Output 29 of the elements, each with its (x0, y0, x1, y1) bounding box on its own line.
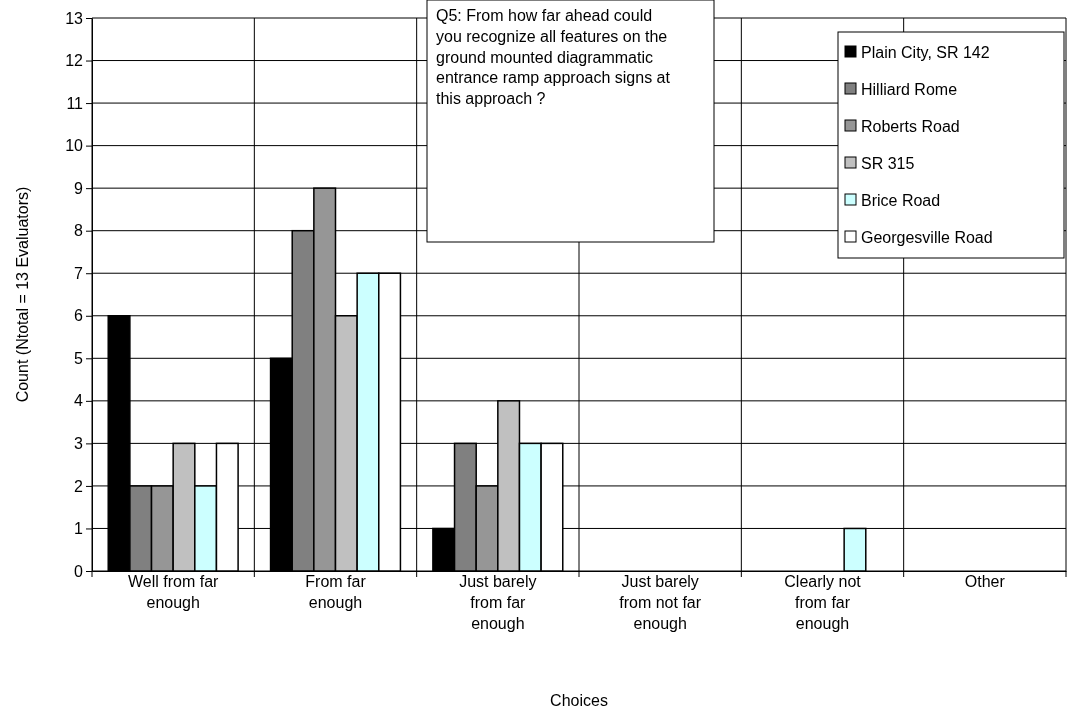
y-tick-label: 1 (74, 520, 84, 538)
y-tick-label: 6 (74, 307, 84, 325)
x-tick-label: From far enough (305, 573, 367, 611)
x-axis-title: Choices (550, 692, 608, 709)
legend-label: Brice Road (861, 192, 941, 209)
legend-label: Georgesville Road (861, 229, 993, 246)
y-axis-title: Count (Ntotal = 13 Evaluators) (14, 186, 31, 403)
y-tick-label: 0 (74, 562, 84, 580)
y-tick-label: 5 (74, 349, 84, 367)
y-tick-label: 11 (66, 94, 84, 112)
legend-label: SR 315 (861, 155, 915, 172)
y-tick-label: 7 (74, 264, 84, 282)
y-tick-label: 8 (74, 222, 84, 240)
legend-label: Hilliard Rome (861, 81, 958, 98)
x-tick-label: Other (964, 573, 1006, 590)
y-tick-label: 3 (74, 435, 84, 452)
y-tick-label: 12 (65, 52, 84, 70)
y-tick-label: 4 (74, 392, 84, 410)
x-tick-label: Well from far enough (127, 573, 220, 611)
x-tick-label: Clearly not from far enough (784, 573, 862, 632)
y-tick-label: 13 (65, 9, 84, 27)
y-tick-label: 9 (74, 179, 84, 197)
legend-label: Roberts Road (861, 118, 960, 135)
y-tick-label: 2 (74, 477, 84, 495)
x-tick-label: Just barely from not far enough (619, 573, 702, 632)
y-tick-label: 10 (65, 137, 84, 155)
x-tick-label: Just barely from far enough (459, 573, 537, 632)
text-box: Q5: From how far ahead could you recognize all features on the ground mounted diagrammatic entrance ramp approach signs at this approach ? (426, 0, 715, 243)
legend-label: Plain City, SR 142 (861, 44, 990, 61)
